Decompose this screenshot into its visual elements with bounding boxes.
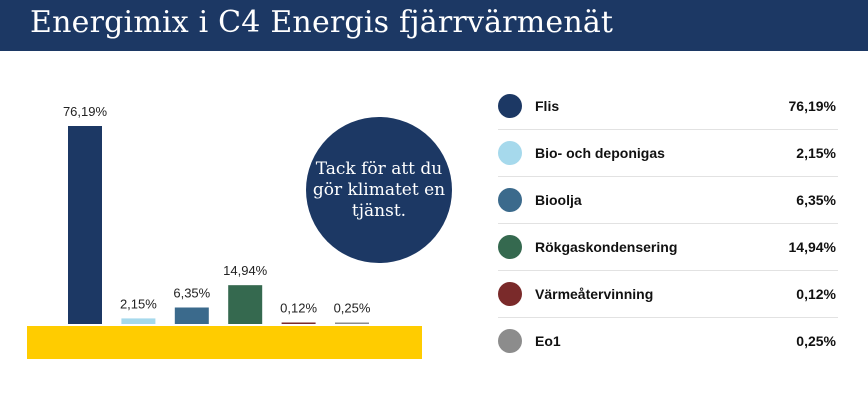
legend-label: Värmeåtervinning	[535, 286, 654, 302]
bar-2	[121, 318, 156, 324]
legend-label: Bioolja	[535, 192, 582, 208]
legend-swatch-icon	[498, 141, 522, 165]
legend-value: 14,94%	[788, 239, 836, 255]
header-bar: Energimix i C4 Energis fjärrvärmenät	[0, 0, 868, 51]
legend-item: Värmeåtervinning 0,12%	[498, 271, 838, 318]
energy-mix-bar-chart: 76,19% 2,15% 6,35% 14,94% 0,12% 0,25%	[27, 104, 422, 359]
legend: Flis 76,19% Bio- och deponigas 2,15% Bio…	[498, 83, 838, 364]
legend-item: Flis 76,19%	[498, 83, 838, 130]
thank-you-text: Tack för att du gör klimatet en tjänst.	[312, 158, 446, 221]
legend-swatch-icon	[498, 329, 522, 353]
legend-label: Bio- och deponigas	[535, 145, 665, 161]
legend-swatch-icon	[498, 188, 522, 212]
legend-value: 2,15%	[796, 145, 836, 161]
legend-value: 0,25%	[796, 333, 836, 349]
bar-1	[68, 126, 102, 324]
bar-value-label: 14,94%	[223, 263, 268, 278]
thank-you-bubble: Tack för att du gör klimatet en tjänst.	[306, 117, 452, 263]
legend-swatch-icon	[498, 235, 522, 259]
legend-value: 6,35%	[796, 192, 836, 208]
legend-item: Rökgaskondensering 14,94%	[498, 224, 838, 271]
legend-label: Rökgaskondensering	[535, 239, 678, 255]
bar-5	[281, 322, 316, 324]
chart-baseline	[27, 326, 422, 359]
bar-value-label: 0,25%	[334, 301, 371, 316]
legend-value: 0,12%	[796, 286, 836, 302]
legend-label: Flis	[535, 98, 560, 114]
bar-value-label: 0,12%	[280, 301, 317, 316]
legend-item: Bioolja 6,35%	[498, 177, 838, 224]
legend-item: Bio- och deponigas 2,15%	[498, 130, 838, 177]
legend-item: Eo1 0,25%	[498, 318, 838, 364]
legend-label: Eo1	[535, 333, 561, 349]
legend-swatch-icon	[498, 94, 522, 118]
bar-6	[335, 322, 369, 324]
legend-value: 76,19%	[788, 98, 836, 114]
legend-swatch-icon	[498, 282, 522, 306]
bar-value-label: 6,35%	[173, 285, 210, 300]
bar-value-label: 76,19%	[63, 104, 108, 119]
bar-value-label: 2,15%	[120, 296, 157, 311]
bar-4	[228, 285, 263, 324]
bar-3	[174, 307, 209, 324]
page-title: Energimix i C4 Energis fjärrvärmenät	[30, 5, 614, 40]
